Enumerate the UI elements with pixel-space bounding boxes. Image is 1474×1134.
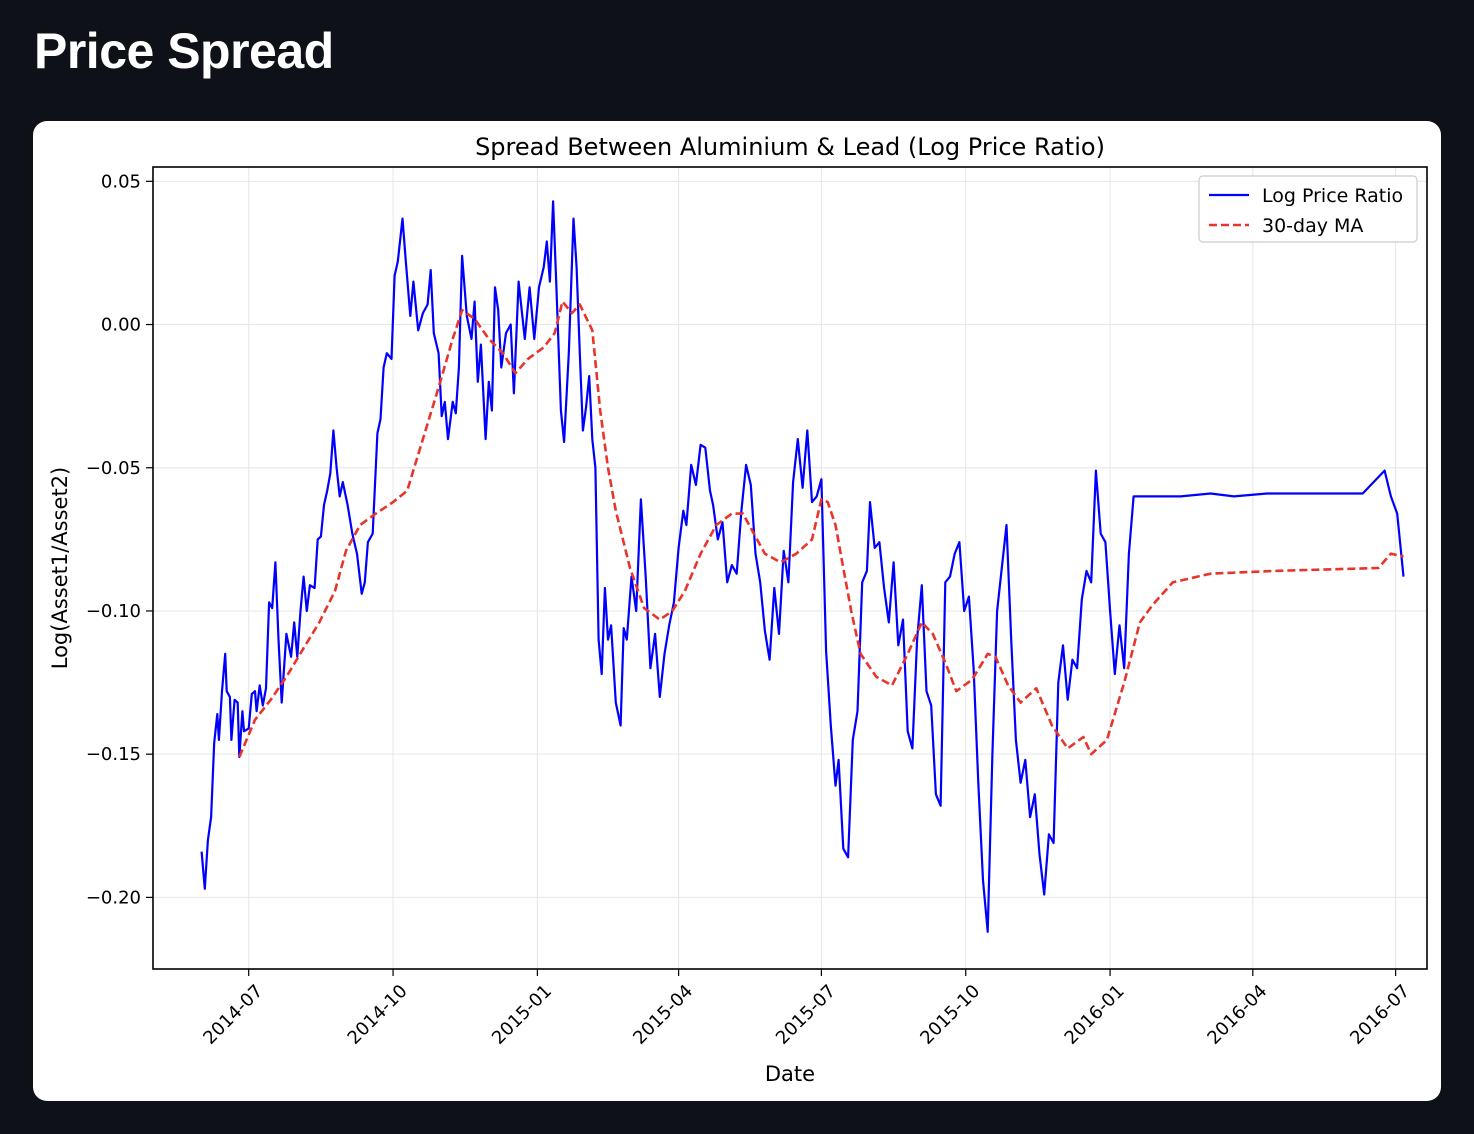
x-tick-label: 2016-01: [1061, 981, 1129, 1049]
y-tick-label: −0.10: [86, 601, 141, 622]
x-tick-label: 2016-07: [1346, 981, 1414, 1049]
y-tick-label: 0.05: [101, 171, 141, 192]
x-tick-label: 2014-10: [344, 981, 412, 1049]
series-lines: [200, 200, 1405, 933]
x-axis-label: Date: [765, 1062, 815, 1086]
x-tick-label: 2015-07: [772, 981, 840, 1049]
x-tick-label: 2015-04: [629, 981, 697, 1049]
log-price-ratio-line: [200, 200, 1405, 933]
x-tick-label: 2016-04: [1203, 981, 1271, 1049]
y-tick-label: −0.20: [86, 887, 141, 908]
chart-card: 2014-07 2014-10 2015-01 2015-04 2015-07 2015-…: [33, 121, 1441, 1101]
y-axis-label: Log(Asset1/Asset2): [48, 467, 72, 670]
legend-label-30-day-ma: 30-day MA: [1262, 215, 1363, 237]
legend-label-log-price-ratio: Log Price Ratio: [1262, 185, 1403, 207]
legend: Log Price Ratio 30-day MA: [1198, 175, 1418, 243]
moving-average-line: [238, 300, 1404, 758]
y-tick-label: 0.00: [101, 315, 141, 336]
y-tick-label: −0.15: [86, 744, 141, 765]
axis-ticks: 2014-07 2014-10 2015-01 2015-04 2015-07 2015-…: [86, 171, 1414, 1048]
chart-title: Spread Between Aluminium & Lead (Log Pri…: [475, 133, 1105, 161]
x-tick-label: 2015-01: [488, 981, 556, 1049]
x-tick-label: 2015-10: [916, 981, 984, 1049]
x-tick-label: 2014-07: [199, 981, 267, 1049]
spread-chart: 2014-07 2014-10 2015-01 2015-04 2015-07 2015-…: [48, 133, 1428, 1086]
y-tick-label: −0.05: [86, 458, 141, 479]
page-title: Price Spread: [34, 23, 334, 79]
plot-frame: [152, 166, 1428, 970]
legend-box: [1198, 175, 1418, 243]
grid-lines: [153, 167, 1427, 969]
